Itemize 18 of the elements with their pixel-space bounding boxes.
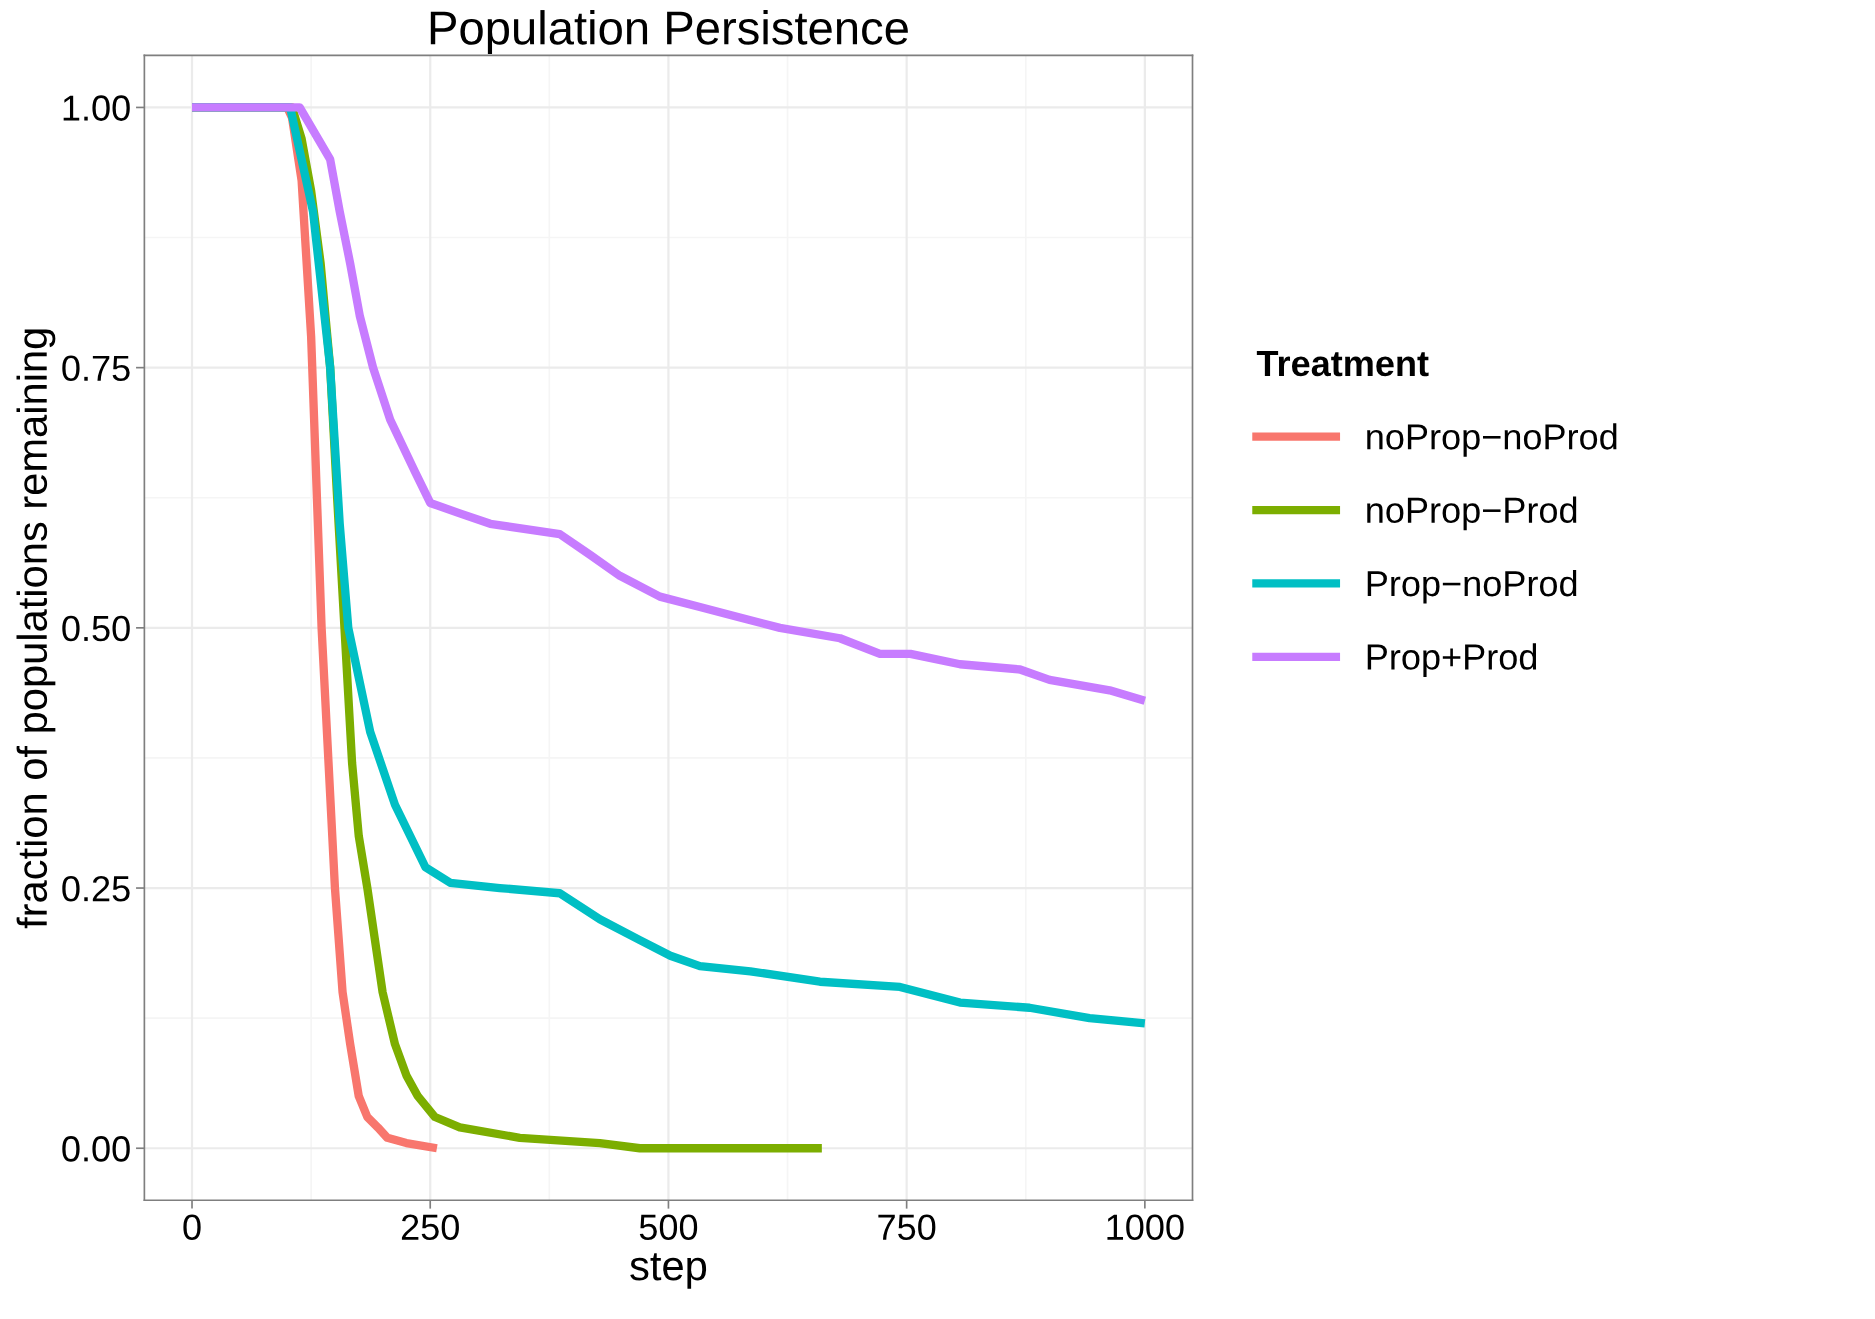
x-tick-label: 750 xyxy=(878,1214,936,1241)
y-tick-label: 0.25 xyxy=(62,875,130,902)
x-tick-label: 1000 xyxy=(1107,1214,1184,1241)
y-tick-label: 0.50 xyxy=(62,615,130,642)
legend-label: Prop−noProd xyxy=(1367,569,1577,604)
x-axis-title: step xyxy=(630,1253,707,1289)
x-tick-label: 250 xyxy=(401,1214,459,1241)
x-tick-label: 500 xyxy=(639,1214,698,1241)
legend-label: Prop+Prod xyxy=(1367,643,1537,677)
y-tick-label: 0.75 xyxy=(62,355,130,382)
legend-label: noProp−Prod xyxy=(1367,496,1577,531)
y-tick-label: 0.00 xyxy=(62,1136,130,1162)
x-tick-label: 0 xyxy=(183,1214,201,1241)
chart-title: Population Persistence xyxy=(430,10,908,55)
y-axis-title: fraction of populations remaining xyxy=(16,329,56,929)
legend-label: noProp−noProd xyxy=(1367,423,1617,457)
legend-title: Treatment xyxy=(1256,351,1429,377)
y-tick-label: 1.00 xyxy=(63,95,130,121)
